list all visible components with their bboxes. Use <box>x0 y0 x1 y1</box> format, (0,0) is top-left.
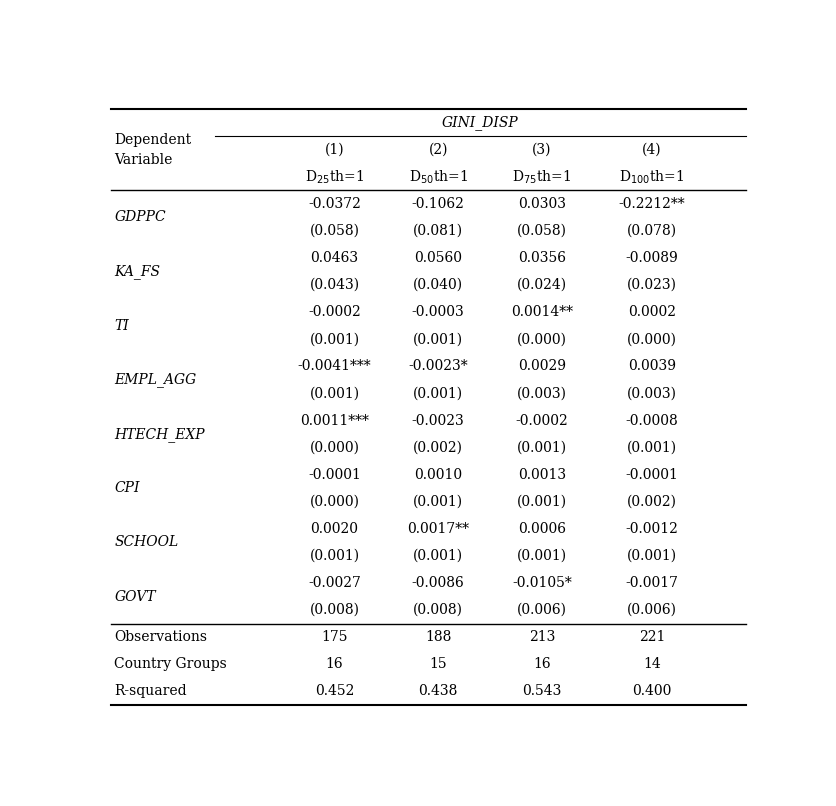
Text: (0.000): (0.000) <box>309 495 359 509</box>
Text: (0.003): (0.003) <box>627 387 677 401</box>
Text: -0.0041***: -0.0041*** <box>298 359 371 373</box>
Text: (0.058): (0.058) <box>309 224 359 238</box>
Text: (0.006): (0.006) <box>517 603 567 617</box>
Text: 0.452: 0.452 <box>315 684 354 698</box>
Text: (0.001): (0.001) <box>627 549 677 563</box>
Text: -0.0008: -0.0008 <box>625 413 678 427</box>
Text: -0.0002: -0.0002 <box>516 413 568 427</box>
Text: (0.000): (0.000) <box>517 332 567 347</box>
Text: EMPL_AGG: EMPL_AGG <box>115 372 196 388</box>
Text: (0.058): (0.058) <box>517 224 567 238</box>
Text: (0.001): (0.001) <box>309 549 359 563</box>
Text: (0.081): (0.081) <box>413 224 463 238</box>
Text: D$_{50}$th=1: D$_{50}$th=1 <box>409 168 467 185</box>
Text: -0.0001: -0.0001 <box>625 467 678 482</box>
Text: -0.0001: -0.0001 <box>308 467 361 482</box>
Text: (0.000): (0.000) <box>627 332 677 347</box>
Text: -0.0023*: -0.0023* <box>408 359 468 373</box>
Text: 0.0303: 0.0303 <box>517 197 566 211</box>
Text: GOVT: GOVT <box>115 590 155 604</box>
Text: -0.0023: -0.0023 <box>412 413 465 427</box>
Text: -0.0086: -0.0086 <box>412 576 465 590</box>
Text: (0.001): (0.001) <box>517 495 567 509</box>
Text: -0.0012: -0.0012 <box>625 522 678 536</box>
Text: GDPPC: GDPPC <box>115 210 166 224</box>
Text: (0.003): (0.003) <box>517 387 567 401</box>
Text: 213: 213 <box>528 630 555 644</box>
Text: -0.0089: -0.0089 <box>625 251 678 265</box>
Text: (0.040): (0.040) <box>413 278 463 292</box>
Text: (0.001): (0.001) <box>517 441 567 455</box>
Text: 221: 221 <box>639 630 665 644</box>
Text: HTECH_EXP: HTECH_EXP <box>115 426 205 442</box>
Text: 0.400: 0.400 <box>632 684 671 698</box>
Text: (2): (2) <box>428 143 448 156</box>
Text: 0.543: 0.543 <box>522 684 562 698</box>
Text: D$_{75}$th=1: D$_{75}$th=1 <box>512 168 571 185</box>
Text: TI: TI <box>115 319 129 333</box>
Text: (0.008): (0.008) <box>413 603 463 617</box>
Text: Dependent
Variable: Dependent Variable <box>115 133 191 167</box>
Text: -0.0002: -0.0002 <box>308 305 361 319</box>
Text: (0.001): (0.001) <box>413 549 463 563</box>
Text: (0.000): (0.000) <box>309 441 359 455</box>
Text: 0.0006: 0.0006 <box>517 522 566 536</box>
Text: -0.0003: -0.0003 <box>412 305 465 319</box>
Text: 0.0560: 0.0560 <box>414 251 462 265</box>
Text: 14: 14 <box>643 658 660 671</box>
Text: 0.0017**: 0.0017** <box>407 522 469 536</box>
Text: 188: 188 <box>425 630 451 644</box>
Text: 0.0010: 0.0010 <box>414 467 462 482</box>
Text: Observations: Observations <box>115 630 207 644</box>
Text: 0.0029: 0.0029 <box>517 359 566 373</box>
Text: 16: 16 <box>326 658 344 671</box>
Text: (0.001): (0.001) <box>517 549 567 563</box>
Text: R-squared: R-squared <box>115 684 186 698</box>
Text: -0.2212**: -0.2212** <box>619 197 686 211</box>
Text: (0.006): (0.006) <box>627 603 677 617</box>
Text: (0.024): (0.024) <box>517 278 567 292</box>
Text: (0.001): (0.001) <box>413 387 463 401</box>
Text: KA_FS: KA_FS <box>115 264 161 279</box>
Text: 175: 175 <box>321 630 348 644</box>
Text: CPI: CPI <box>115 481 140 495</box>
Text: -0.0372: -0.0372 <box>308 197 361 211</box>
Text: 0.0039: 0.0039 <box>628 359 676 373</box>
Text: 15: 15 <box>430 658 447 671</box>
Text: -0.0105*: -0.0105* <box>512 576 572 590</box>
Text: 0.0463: 0.0463 <box>310 251 359 265</box>
Text: 0.438: 0.438 <box>419 684 458 698</box>
Text: (1): (1) <box>324 143 344 156</box>
Text: (0.023): (0.023) <box>627 278 677 292</box>
Text: (0.002): (0.002) <box>627 495 677 509</box>
Text: D$_{100}$th=1: D$_{100}$th=1 <box>619 168 685 185</box>
Text: (0.043): (0.043) <box>309 278 359 292</box>
Text: (0.002): (0.002) <box>413 441 463 455</box>
Text: 0.0013: 0.0013 <box>517 467 566 482</box>
Text: D$_{25}$th=1: D$_{25}$th=1 <box>305 168 364 185</box>
Text: GINI_DISP: GINI_DISP <box>442 115 518 130</box>
Text: (0.001): (0.001) <box>627 441 677 455</box>
Text: (4): (4) <box>642 143 662 156</box>
Text: 0.0356: 0.0356 <box>517 251 566 265</box>
Text: (0.001): (0.001) <box>413 495 463 509</box>
Text: 0.0020: 0.0020 <box>310 522 359 536</box>
Text: (0.078): (0.078) <box>627 224 677 238</box>
Text: 16: 16 <box>533 658 551 671</box>
Text: -0.1062: -0.1062 <box>412 197 465 211</box>
Text: Country Groups: Country Groups <box>115 658 227 671</box>
Text: 0.0002: 0.0002 <box>628 305 676 319</box>
Text: -0.0027: -0.0027 <box>308 576 361 590</box>
Text: SCHOOL: SCHOOL <box>115 535 178 550</box>
Text: (0.001): (0.001) <box>309 332 359 347</box>
Text: 0.0014**: 0.0014** <box>511 305 573 319</box>
Text: (0.001): (0.001) <box>413 332 463 347</box>
Text: 0.0011***: 0.0011*** <box>300 413 369 427</box>
Text: (0.008): (0.008) <box>309 603 359 617</box>
Text: -0.0017: -0.0017 <box>625 576 679 590</box>
Text: (0.001): (0.001) <box>309 387 359 401</box>
Text: (3): (3) <box>532 143 552 156</box>
